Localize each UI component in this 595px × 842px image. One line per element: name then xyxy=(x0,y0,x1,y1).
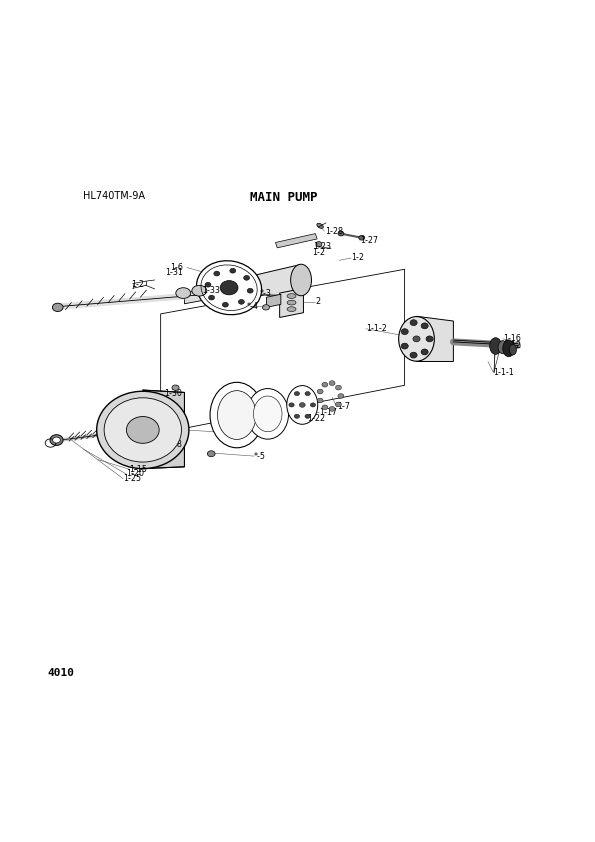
Text: 2: 2 xyxy=(315,297,321,306)
Ellipse shape xyxy=(399,317,434,361)
Ellipse shape xyxy=(207,450,215,456)
Ellipse shape xyxy=(220,280,238,295)
Ellipse shape xyxy=(338,232,344,236)
Text: 1-2: 1-2 xyxy=(312,248,325,257)
Ellipse shape xyxy=(316,242,322,247)
Text: 1-17: 1-17 xyxy=(320,408,337,417)
Text: 1-30: 1-30 xyxy=(164,389,182,398)
Polygon shape xyxy=(280,288,303,317)
Text: 1-23: 1-23 xyxy=(314,242,331,251)
Polygon shape xyxy=(275,233,317,248)
Ellipse shape xyxy=(126,417,159,443)
Ellipse shape xyxy=(299,402,305,408)
Ellipse shape xyxy=(223,302,228,307)
Ellipse shape xyxy=(287,306,296,312)
Text: 1-5: 1-5 xyxy=(224,428,237,437)
Ellipse shape xyxy=(410,320,417,326)
Text: 1-1-2: 1-1-2 xyxy=(366,324,387,333)
Ellipse shape xyxy=(359,236,365,240)
Text: 1-28: 1-28 xyxy=(325,226,343,236)
Ellipse shape xyxy=(287,294,296,298)
Ellipse shape xyxy=(410,352,417,358)
Text: 1-12: 1-12 xyxy=(503,341,521,350)
Ellipse shape xyxy=(209,296,215,300)
Ellipse shape xyxy=(50,434,63,445)
Polygon shape xyxy=(143,390,184,469)
Ellipse shape xyxy=(413,336,420,342)
Ellipse shape xyxy=(426,336,433,342)
Ellipse shape xyxy=(196,261,262,315)
Polygon shape xyxy=(184,285,226,304)
Polygon shape xyxy=(229,264,300,296)
Ellipse shape xyxy=(294,392,299,396)
Ellipse shape xyxy=(338,393,344,398)
Polygon shape xyxy=(267,294,281,307)
Ellipse shape xyxy=(247,288,253,293)
Ellipse shape xyxy=(329,381,335,386)
Ellipse shape xyxy=(305,414,311,418)
Ellipse shape xyxy=(289,402,295,407)
Ellipse shape xyxy=(336,402,342,407)
Ellipse shape xyxy=(52,303,63,312)
Ellipse shape xyxy=(172,385,179,391)
Text: *-5: *-5 xyxy=(254,451,266,461)
Text: 1-27: 1-27 xyxy=(360,236,378,245)
Text: 4010: 4010 xyxy=(48,668,74,678)
Text: MAIN PUMP: MAIN PUMP xyxy=(250,191,317,204)
Text: 1-22: 1-22 xyxy=(308,414,325,424)
Ellipse shape xyxy=(218,391,256,440)
Ellipse shape xyxy=(205,282,211,287)
Text: 1-6: 1-6 xyxy=(170,263,183,272)
Text: 1-2: 1-2 xyxy=(131,280,144,289)
Ellipse shape xyxy=(317,223,323,228)
Ellipse shape xyxy=(243,275,249,280)
Text: 1-20: 1-20 xyxy=(126,470,144,478)
Text: 1-1-1: 1-1-1 xyxy=(493,368,514,376)
Ellipse shape xyxy=(192,285,207,296)
Ellipse shape xyxy=(287,386,318,424)
Ellipse shape xyxy=(294,414,299,418)
Ellipse shape xyxy=(329,407,335,411)
Ellipse shape xyxy=(262,305,270,310)
Ellipse shape xyxy=(336,386,342,390)
Ellipse shape xyxy=(230,269,236,273)
Ellipse shape xyxy=(176,288,190,298)
Ellipse shape xyxy=(421,322,428,329)
Ellipse shape xyxy=(490,338,502,354)
Ellipse shape xyxy=(322,382,328,387)
Polygon shape xyxy=(416,317,453,361)
Ellipse shape xyxy=(421,349,428,355)
Ellipse shape xyxy=(503,340,515,357)
Ellipse shape xyxy=(290,264,312,296)
Text: HL740TM-9A: HL740TM-9A xyxy=(83,191,145,200)
Ellipse shape xyxy=(239,300,245,304)
Text: 1-31: 1-31 xyxy=(165,269,183,277)
Ellipse shape xyxy=(210,382,264,448)
Ellipse shape xyxy=(253,396,282,432)
Ellipse shape xyxy=(498,341,508,354)
Ellipse shape xyxy=(401,343,408,349)
Ellipse shape xyxy=(401,328,408,334)
Text: 1-25: 1-25 xyxy=(123,474,141,483)
Text: *-3: *-3 xyxy=(260,289,272,298)
Ellipse shape xyxy=(322,405,328,410)
Ellipse shape xyxy=(53,437,61,443)
Ellipse shape xyxy=(317,398,323,402)
Ellipse shape xyxy=(104,397,181,462)
Text: 1-2: 1-2 xyxy=(352,253,365,263)
Text: 1-8: 1-8 xyxy=(170,440,183,449)
Text: 1-15: 1-15 xyxy=(129,465,147,474)
Text: *-4: *-4 xyxy=(247,301,259,311)
Ellipse shape xyxy=(509,344,516,355)
Text: 1-16: 1-16 xyxy=(503,334,521,344)
Ellipse shape xyxy=(247,388,289,440)
Ellipse shape xyxy=(305,392,311,396)
Text: 1-33: 1-33 xyxy=(202,286,220,296)
Ellipse shape xyxy=(317,389,323,394)
Ellipse shape xyxy=(214,271,220,276)
Ellipse shape xyxy=(287,301,296,305)
Ellipse shape xyxy=(311,402,316,407)
Ellipse shape xyxy=(96,392,189,469)
Text: 1-7: 1-7 xyxy=(337,402,350,411)
